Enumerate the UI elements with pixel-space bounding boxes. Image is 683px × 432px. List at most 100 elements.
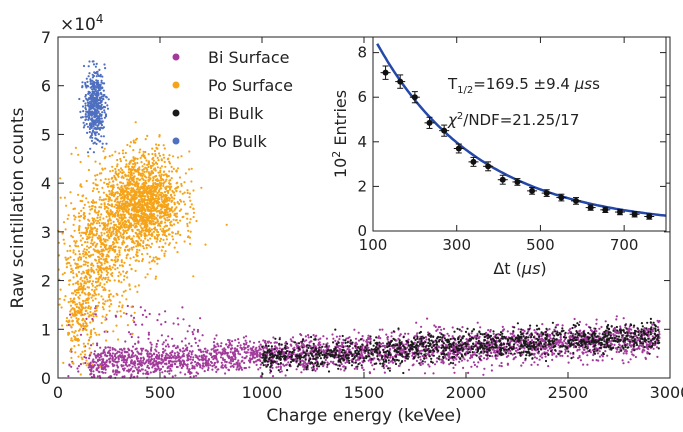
scatter-point — [299, 363, 302, 366]
scatter-point — [627, 361, 630, 364]
scatter-point — [80, 272, 83, 275]
scatter-point — [148, 230, 151, 233]
scatter-point — [138, 249, 141, 252]
scatter-point — [77, 212, 81, 215]
scatter-point — [189, 358, 192, 361]
scatter-point — [428, 365, 431, 368]
scatter-point — [215, 334, 218, 337]
scatter-point — [500, 365, 503, 368]
scatter-point — [204, 355, 207, 359]
scatter-point — [72, 258, 76, 261]
scatter-point — [172, 191, 175, 194]
scatter-point — [148, 255, 152, 258]
scatter-point — [112, 184, 115, 187]
scatter-point — [162, 351, 165, 354]
scatter-point — [157, 222, 160, 225]
scatter-point — [517, 328, 520, 331]
scatter-point — [98, 375, 101, 378]
scatter-point — [642, 340, 645, 343]
scatter-point — [149, 237, 152, 240]
scatter-point — [219, 345, 222, 348]
scatter-point — [187, 354, 191, 357]
scatter-point — [166, 219, 169, 222]
scatter-point — [104, 364, 107, 368]
scatter-point — [124, 216, 127, 219]
scatter-point — [142, 359, 145, 362]
scatter-point — [189, 199, 192, 202]
scatter-point — [159, 237, 163, 240]
scatter-point — [404, 332, 407, 335]
scatter-point — [121, 375, 124, 378]
scatter-point — [150, 223, 153, 226]
scatter-point — [357, 339, 361, 342]
scatter-point — [131, 188, 134, 191]
scatter-point — [160, 195, 163, 199]
scatter-point — [95, 201, 98, 204]
scatter-point — [149, 348, 153, 351]
scatter-point — [535, 357, 539, 360]
scatter-point — [186, 217, 189, 220]
scatter-point — [104, 368, 107, 371]
scatter-point — [101, 186, 104, 189]
scatter-point — [453, 371, 456, 374]
scatter-point — [104, 346, 107, 349]
scatter-point — [116, 371, 119, 374]
scatter-point — [147, 196, 150, 199]
scatter-point — [228, 341, 231, 344]
scatter-point — [136, 290, 139, 293]
scatter-point — [83, 248, 86, 251]
scatter-point — [541, 356, 544, 359]
scatter-point — [523, 330, 526, 333]
scatter-point — [394, 360, 397, 363]
scatter-point — [176, 317, 179, 320]
scatter-point — [155, 174, 158, 178]
scatter-point — [514, 341, 518, 344]
scatter-point — [441, 359, 444, 363]
scatter-point — [124, 151, 127, 155]
scatter-point — [222, 358, 225, 361]
scatter-point — [235, 368, 238, 371]
scatter-point — [258, 345, 261, 348]
scatter-point — [123, 359, 126, 362]
scatter-point — [509, 341, 512, 344]
scatter-point — [127, 187, 130, 190]
scatter-point — [553, 352, 556, 355]
scatter-point — [159, 222, 163, 225]
scatter-point — [134, 163, 137, 166]
scatter-point — [192, 207, 195, 210]
scatter-point — [160, 165, 163, 168]
scatter-point — [126, 304, 129, 308]
scatter-point — [164, 357, 167, 360]
scatter-point — [152, 182, 155, 185]
scatter-point — [179, 371, 182, 374]
scatter-point — [619, 346, 622, 349]
scatter-point — [243, 351, 246, 354]
scatter-point — [175, 241, 178, 244]
scatter-point — [338, 338, 341, 341]
scatter-point — [225, 360, 228, 364]
scatter-point — [104, 371, 107, 374]
scatter-point — [124, 340, 127, 343]
scatter-point — [132, 316, 136, 319]
scatter-point — [123, 367, 126, 370]
scatter-point — [415, 334, 418, 337]
scatter-point — [206, 368, 210, 372]
scatter-point — [235, 361, 238, 364]
scatter-point — [106, 365, 109, 368]
scatter-point — [182, 355, 185, 358]
scatter-point — [190, 362, 193, 365]
scatter-point — [119, 160, 122, 163]
scatter-point — [287, 356, 290, 360]
scatter-point — [617, 331, 620, 334]
scatter-point — [248, 340, 252, 343]
scatter-point — [103, 351, 106, 354]
scatter-point — [103, 147, 106, 150]
scatter-point — [130, 314, 133, 317]
scatter-point — [244, 356, 247, 359]
scatter-point — [151, 147, 154, 150]
scatter-point — [162, 211, 165, 214]
scatter-point — [103, 283, 106, 286]
scatter-point — [604, 350, 607, 353]
scatter-point — [159, 216, 162, 219]
scatter-point — [170, 193, 173, 196]
